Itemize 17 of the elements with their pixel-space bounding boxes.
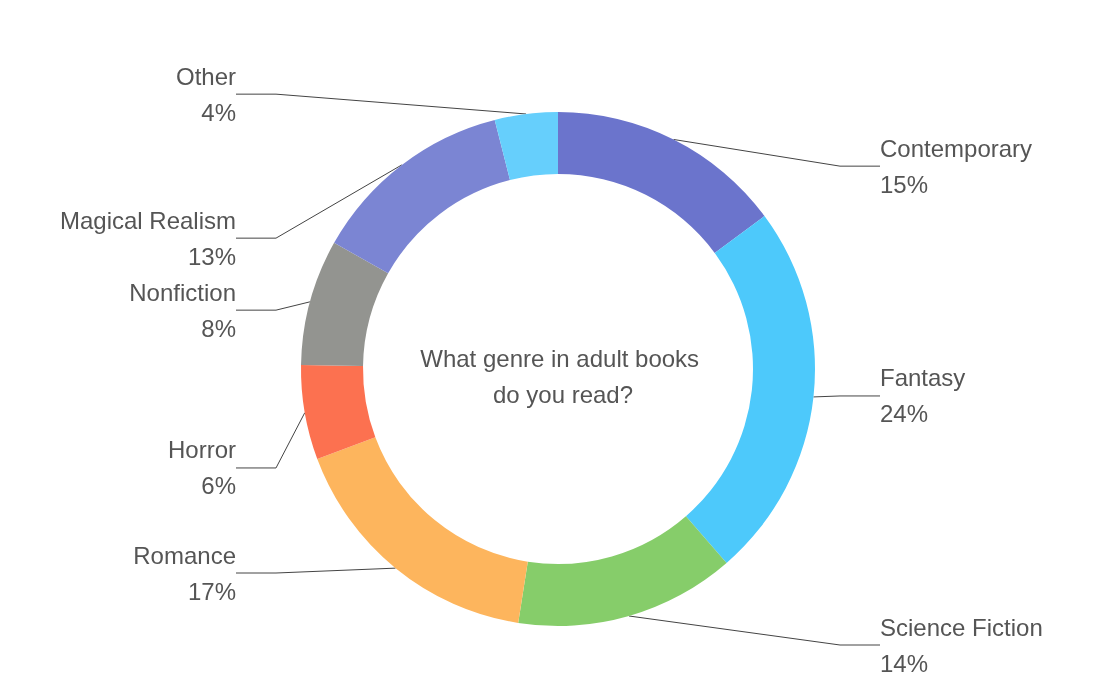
data-label: 14%: [880, 649, 929, 677]
data-label: 4%: [201, 98, 236, 126]
data-label: 6%: [201, 472, 236, 500]
text: What genre in adult books do you read?: [420, 344, 706, 408]
data-label: 24%: [880, 400, 929, 428]
data-label: 15%: [880, 170, 929, 198]
slice-label: Horror: [167, 436, 236, 464]
slice-label: Other: [175, 62, 236, 90]
slice-label: Magical Realism: [59, 206, 236, 234]
slice-label: Science Fiction: [880, 613, 1043, 641]
slice-label: Nonfiction: [129, 278, 236, 306]
data-label: 13%: [187, 242, 236, 270]
data-label: 8%: [201, 314, 236, 342]
data-label: 17%: [187, 577, 236, 605]
slice-label: Fantasy: [880, 364, 966, 392]
slice-label: Romance: [133, 541, 236, 569]
slice-label: Contemporary: [880, 134, 1033, 162]
